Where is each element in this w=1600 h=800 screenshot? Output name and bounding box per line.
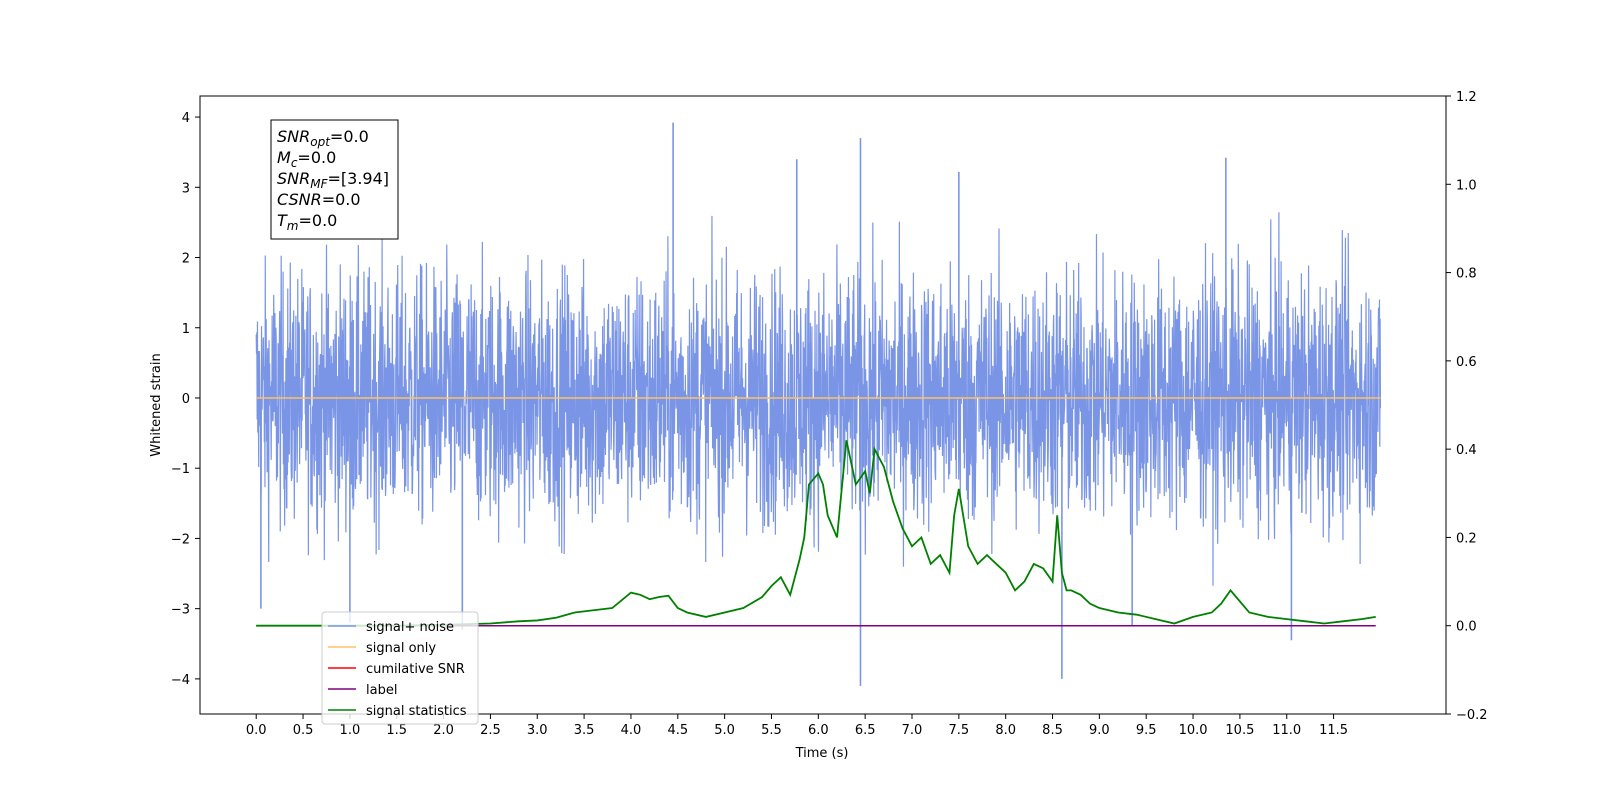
y-right-tick-label: 0.6 xyxy=(1456,355,1477,370)
x-tick-label: 5.0 xyxy=(714,723,735,738)
y-right-tick-label: 0.0 xyxy=(1456,620,1477,635)
x-tick-label: 3.5 xyxy=(574,723,595,738)
y-tick-label: −4 xyxy=(171,673,190,688)
series-signal-noise-line xyxy=(255,212,1382,586)
x-tick-label: 10.0 xyxy=(1179,723,1208,738)
legend-label: signal+ noise xyxy=(366,620,454,635)
plot-area xyxy=(255,122,1382,686)
y-right-tick-label: 0.2 xyxy=(1456,531,1477,546)
x-tick-label: 7.0 xyxy=(902,723,923,738)
x-axis-label: Time (s) xyxy=(795,746,849,761)
annotation-box: SNRopt=0.0Mc=0.0SNRMF=[3.94]CSNR=0.0Tm=0… xyxy=(270,119,399,240)
y-tick-label: 0 xyxy=(182,392,190,407)
x-tick-label: 0.0 xyxy=(246,723,267,738)
legend: signal+ noise signal only cumilative SNR la… xyxy=(321,611,479,725)
legend-label: signal statistics xyxy=(366,704,467,719)
x-tick-label: 8.5 xyxy=(1042,723,1063,738)
x-tick-label: 9.5 xyxy=(1136,723,1157,738)
axes-frame xyxy=(199,95,1447,715)
y-tick-label: −2 xyxy=(171,532,190,547)
y-tick-label: −1 xyxy=(171,462,190,477)
annotation-symbol: CSNR xyxy=(277,190,322,209)
annotation-line: Mc=0.0 xyxy=(277,148,336,170)
y-right-tick-label: 0.4 xyxy=(1456,443,1477,458)
legend-label: cumilative SNR xyxy=(366,662,465,677)
series-signal-statistics-line xyxy=(256,440,1376,627)
x-tick-label: 4.5 xyxy=(667,723,688,738)
annotation-symbol: T xyxy=(277,211,288,230)
y-axis-label: Whitened strain xyxy=(149,353,164,456)
x-tick-label: 6.0 xyxy=(808,723,829,738)
y-tick-label: 1 xyxy=(182,322,190,337)
annotation-value: =0.0 xyxy=(298,211,337,230)
y-axis-right: 1.2 1.0 0.8 0.6 0.4 0.2 0.0 −0.2 xyxy=(1446,90,1488,723)
annotation-value: =[3.94] xyxy=(328,169,390,188)
annotation-value: =0.0 xyxy=(297,148,336,167)
x-tick-label: 7.5 xyxy=(948,723,969,738)
annotation-symbol: SNR xyxy=(277,169,310,188)
annotation-value: =0.0 xyxy=(330,127,369,146)
x-tick-label: 6.5 xyxy=(855,723,876,738)
annotation-line: SNRMF=[3.94] xyxy=(277,169,389,191)
x-tick-label: 2.0 xyxy=(433,723,454,738)
x-tick-label: 8.0 xyxy=(995,723,1016,738)
y-right-tick-label: 0.8 xyxy=(1456,267,1477,282)
annotation-line: Tm=0.0 xyxy=(277,211,337,233)
y-tick-label: 2 xyxy=(182,252,190,267)
x-axis: 0.0 0.5 1.0 1.5 2.0 2.5 3.0 3.5 4.0 4.5 5.0 5.5 6.0 6… xyxy=(246,714,1348,738)
x-tick-label: 1.5 xyxy=(386,723,407,738)
x-tick-label: 9.0 xyxy=(1089,723,1110,738)
annotation-symbol: SNR xyxy=(277,127,310,146)
x-tick-label: 4.0 xyxy=(621,723,642,738)
x-tick-label: 11.5 xyxy=(1319,723,1348,738)
y-right-tick-label: −0.2 xyxy=(1456,708,1488,723)
x-tick-label: 0.5 xyxy=(293,723,314,738)
x-tick-label: 2.5 xyxy=(480,723,501,738)
annotation-subscript: m xyxy=(287,219,299,233)
annotation-subscript: opt xyxy=(310,135,331,149)
legend-label: label xyxy=(366,683,397,698)
annotation-frame xyxy=(270,119,399,240)
annotation-symbol: M xyxy=(277,148,291,167)
x-tick-label: 1.0 xyxy=(340,723,361,738)
legend-label: signal only xyxy=(366,641,436,656)
y-tick-label: 3 xyxy=(182,181,190,196)
y-right-tick-label: 1.2 xyxy=(1456,90,1477,105)
legend-frame xyxy=(321,611,479,725)
y-tick-label: 4 xyxy=(182,111,190,126)
annotation-value: =0.0 xyxy=(322,190,361,209)
y-right-tick-label: 1.0 xyxy=(1456,178,1477,193)
x-tick-label: 10.5 xyxy=(1225,723,1254,738)
signal-noise-layer xyxy=(255,122,1382,686)
y-tick-label: −3 xyxy=(171,603,190,618)
annotation-subscript: c xyxy=(291,156,298,170)
annotation-subscript: MF xyxy=(310,177,328,191)
y-axis-left: 4 3 2 1 0 −1 −2 −3 −4 xyxy=(171,111,200,688)
x-tick-label: 3.0 xyxy=(527,723,548,738)
annotation-line: CSNR=0.0 xyxy=(277,190,361,209)
annotation-line: SNRopt=0.0 xyxy=(277,127,369,149)
x-tick-label: 5.5 xyxy=(761,723,782,738)
x-tick-label: 11.0 xyxy=(1272,723,1301,738)
